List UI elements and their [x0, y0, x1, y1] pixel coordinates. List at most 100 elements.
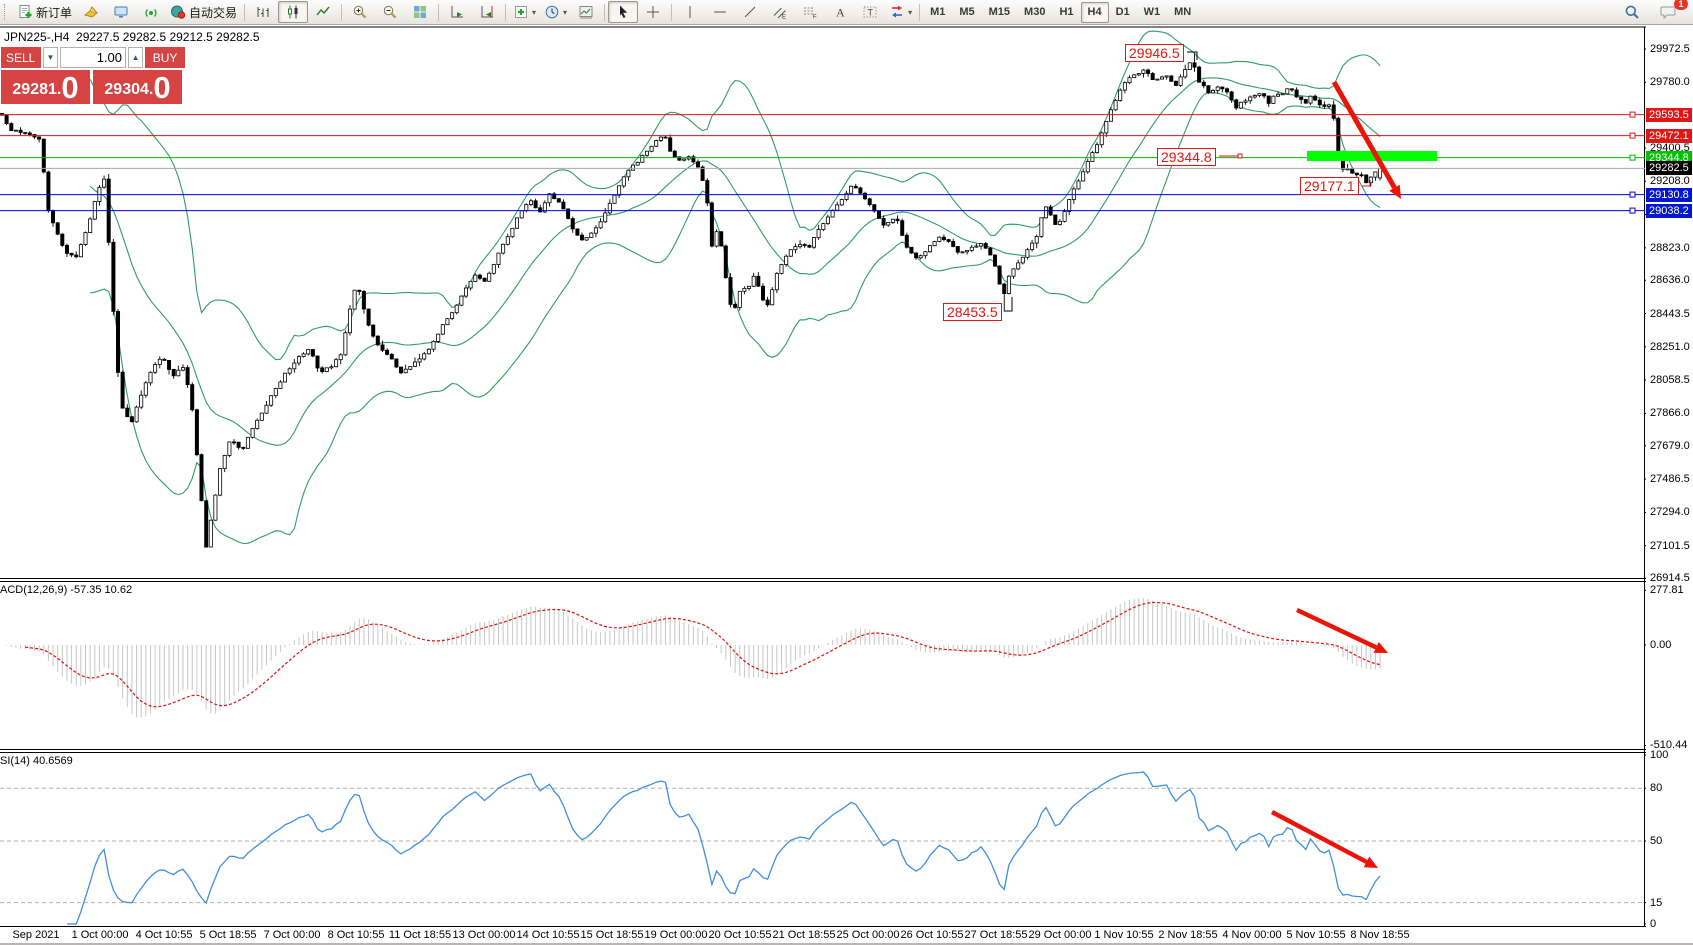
- svg-text:A: A: [836, 6, 845, 20]
- candle-body: [190, 384, 195, 411]
- candle-body: [895, 218, 900, 222]
- price-annotation-29344.8[interactable]: 29344.8: [1157, 148, 1216, 166]
- candle-body: [835, 204, 840, 211]
- cursor-tool-button[interactable]: [608, 1, 639, 23]
- channel-tool-button[interactable]: E: [765, 1, 795, 23]
- price-axis-tick: 28443.5: [1650, 307, 1690, 320]
- candle-body: [1030, 242, 1035, 251]
- trendline-tool-button[interactable]: [735, 1, 765, 23]
- metaeditor-button[interactable]: [76, 1, 106, 23]
- new-order-button[interactable]: 新订单: [13, 1, 76, 23]
- price-axis-tick: 28058.5: [1650, 374, 1690, 387]
- candle-body: [231, 441, 236, 444]
- trend-arrow[interactable]: [1331, 80, 1397, 189]
- vertical-line-tool-button[interactable]: [675, 1, 705, 23]
- candle-body: [566, 208, 571, 219]
- crosshair-tool-button[interactable]: [638, 1, 668, 23]
- bars-icon: [255, 4, 271, 20]
- candle-body: [1308, 95, 1313, 104]
- candle-body: [13, 129, 18, 132]
- timeframe-mn-button[interactable]: MN: [1174, 6, 1192, 18]
- chart-window-button[interactable]: [106, 1, 136, 23]
- chart-shift-button[interactable]: [472, 1, 502, 23]
- notifications-button[interactable]: 1: [1653, 0, 1688, 23]
- tile-windows-button[interactable]: [405, 1, 435, 23]
- timeframe-m15-button[interactable]: M15: [988, 6, 1011, 18]
- add-indicator-button[interactable]: ▾: [509, 1, 540, 23]
- candle-body: [1266, 95, 1271, 104]
- toolbar-grip: [4, 4, 10, 20]
- auto-scroll-button[interactable]: [442, 1, 472, 23]
- periods-button[interactable]: ▾: [540, 1, 571, 23]
- text-label-tool-button[interactable]: T: [855, 1, 885, 23]
- chart-canvas[interactable]: [0, 26, 1693, 943]
- time-axis-label: 7 Oct 00:00: [263, 929, 321, 941]
- candle-body: [1053, 214, 1058, 225]
- vline-icon: [682, 4, 698, 20]
- volume-increase-button[interactable]: ▲: [128, 47, 144, 68]
- timeframe-m30-button[interactable]: M30: [1024, 6, 1046, 18]
- time-axis[interactable]: Sep 2021 1 Oct 00:00 4 Oct 10:55 5 Oct 18:5…: [0, 927, 1693, 943]
- autotrading-button[interactable]: 自动交易: [166, 1, 241, 23]
- horizontal-line-tool-button[interactable]: [705, 1, 735, 23]
- timeframe-m1-button[interactable]: M1: [930, 6, 946, 18]
- candle-body: [649, 145, 654, 152]
- price-annotation-28453.5[interactable]: 28453.5: [943, 303, 1002, 321]
- candle-body: [46, 171, 51, 212]
- text-tool-button[interactable]: A: [825, 1, 855, 23]
- trend-arrow[interactable]: [1270, 810, 1368, 864]
- sell-button[interactable]: SELL: [1, 47, 41, 68]
- timeframe-w1-button[interactable]: W1: [1143, 6, 1161, 18]
- candle-body: [946, 239, 951, 242]
- timeframe-m5-button[interactable]: M5: [959, 6, 975, 18]
- candle-body: [436, 333, 441, 342]
- line-chart-button[interactable]: [308, 1, 338, 23]
- bid-price-big-digit: 0: [61, 70, 79, 105]
- candle-body: [269, 395, 274, 406]
- price-annotation-29177.1[interactable]: 29177.1: [1300, 177, 1359, 195]
- time-axis-label: 4 Oct 10:55: [135, 929, 193, 941]
- candle-body: [1034, 235, 1039, 244]
- candle-body: [4, 114, 9, 125]
- search-button[interactable]: [1617, 1, 1647, 23]
- candle-body: [450, 312, 455, 320]
- price-line-handle[interactable]: [1629, 111, 1636, 118]
- zoom-out-button[interactable]: [375, 1, 405, 23]
- candle-body: [529, 200, 534, 205]
- candlestick-chart-button[interactable]: [278, 1, 309, 23]
- ask-price[interactable]: 29304. 0: [93, 70, 182, 104]
- candle-body: [357, 289, 362, 292]
- candle-body: [389, 353, 394, 360]
- candle-body: [1229, 91, 1234, 101]
- candle-body: [9, 123, 14, 131]
- time-axis-label: Sep 2021: [12, 929, 60, 941]
- candle-body: [1076, 180, 1081, 190]
- price-annotation-29946.5[interactable]: 29946.5: [1125, 44, 1184, 62]
- price-line-handle[interactable]: [1629, 207, 1636, 214]
- chart-template-button[interactable]: [571, 1, 601, 23]
- trend-arrow[interactable]: [1296, 607, 1378, 650]
- candle-body: [1220, 86, 1225, 90]
- price-line-handle[interactable]: [1629, 154, 1636, 161]
- zoom-in-button[interactable]: [345, 1, 375, 23]
- candle-body: [361, 291, 366, 310]
- timeframe-h1-button[interactable]: H1: [1059, 6, 1074, 18]
- timeframe-d1-button[interactable]: D1: [1115, 6, 1130, 18]
- time-axis-label: 11 Oct 18:55: [388, 929, 452, 941]
- signals-button[interactable]: [136, 1, 166, 23]
- bar-chart-button[interactable]: [248, 1, 278, 23]
- volume-input[interactable]: [60, 47, 126, 68]
- price-line-handle[interactable]: [1629, 191, 1636, 198]
- fibonacci-tool-button[interactable]: F: [795, 1, 825, 23]
- time-axis-label: 20 Oct 10:55: [708, 929, 772, 941]
- arrows-tool-button[interactable]: ▾: [885, 1, 916, 23]
- buy-button[interactable]: BUY: [145, 47, 185, 68]
- time-axis-label: 8 Oct 10:55: [327, 929, 385, 941]
- timeframe-h4-button[interactable]: H4: [1080, 1, 1109, 23]
- price-line-handle[interactable]: [1629, 132, 1636, 139]
- annotation-handle[interactable]: [1237, 153, 1243, 159]
- bid-price[interactable]: 29281. 0: [1, 70, 90, 104]
- volume-decrease-button[interactable]: ▼: [42, 47, 58, 68]
- price-axis[interactable]: 29972.529780.029400.529208.029015.528823…: [1646, 26, 1693, 930]
- candle-body: [756, 275, 761, 287]
